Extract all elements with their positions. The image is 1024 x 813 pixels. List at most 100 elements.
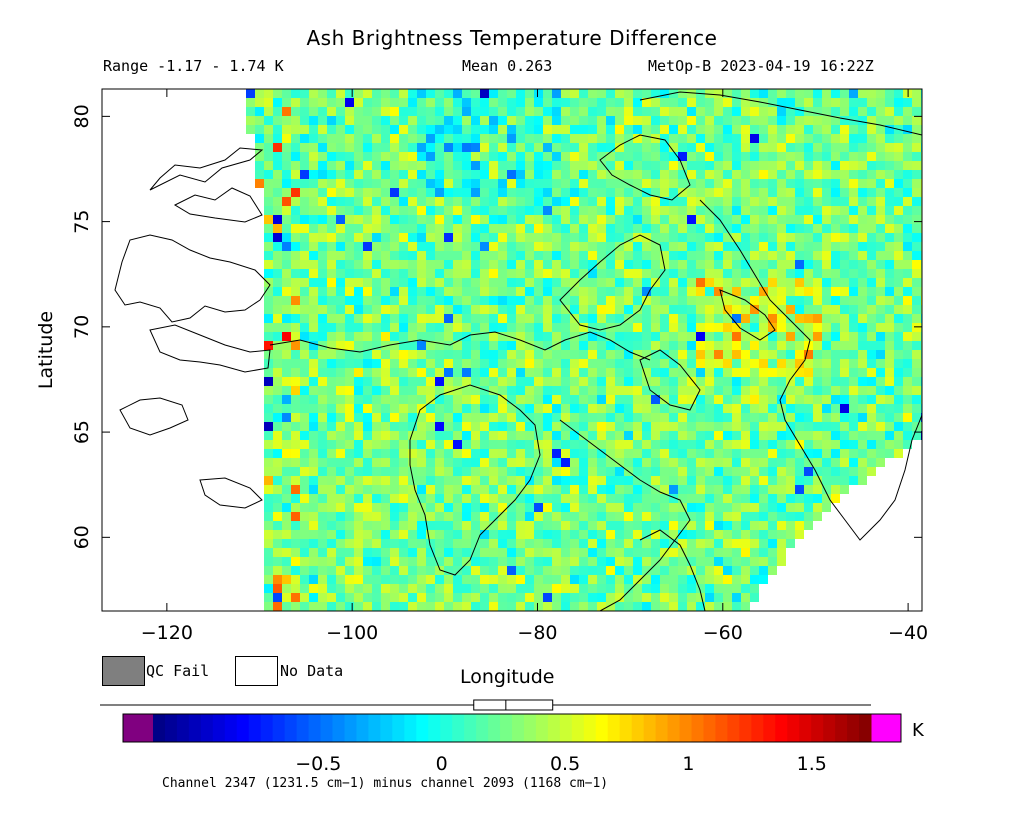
swath-cell xyxy=(876,386,885,395)
swath-cell xyxy=(507,359,516,368)
swath-cell xyxy=(345,197,354,206)
swath-cell xyxy=(408,377,417,386)
swath-cell xyxy=(633,206,642,215)
swath-cell xyxy=(498,593,507,602)
swath-cell xyxy=(876,206,885,215)
swath-cell xyxy=(264,323,273,332)
swath-cell xyxy=(615,566,624,575)
swath-cell xyxy=(786,296,795,305)
swath-cell xyxy=(309,548,318,557)
swath-cell xyxy=(255,143,264,152)
swath-cell xyxy=(840,404,849,413)
swath-cell xyxy=(876,332,885,341)
swath-cell xyxy=(372,584,381,593)
swath-cell xyxy=(408,179,417,188)
swath-cell xyxy=(480,278,489,287)
swath-cell xyxy=(282,575,291,584)
swath-cell xyxy=(453,350,462,359)
swath-cell xyxy=(615,152,624,161)
swath-cell xyxy=(273,431,282,440)
swath-cell xyxy=(336,503,345,512)
swath-cell xyxy=(705,566,714,575)
swath-cell xyxy=(876,305,885,314)
swath-cell xyxy=(498,287,507,296)
swath-cell xyxy=(633,467,642,476)
swath-cell xyxy=(588,179,597,188)
swath-cell xyxy=(876,107,885,116)
swath-cell xyxy=(588,233,597,242)
swath-cell xyxy=(750,422,759,431)
swath-cell xyxy=(588,575,597,584)
swath-cell xyxy=(714,332,723,341)
swath-cell xyxy=(453,557,462,566)
swath-cell xyxy=(867,323,876,332)
swath-cell xyxy=(273,332,282,341)
swath-cell xyxy=(516,215,525,224)
swath-cell xyxy=(435,341,444,350)
swath-cell xyxy=(354,152,363,161)
swath-cell xyxy=(291,485,300,494)
swath-cell xyxy=(309,260,318,269)
swath-cell xyxy=(705,296,714,305)
swath-cell xyxy=(534,413,543,422)
swath-cell xyxy=(516,368,525,377)
swath-cell xyxy=(309,494,318,503)
swath-cell xyxy=(651,422,660,431)
swath-cell xyxy=(867,350,876,359)
swath-cell xyxy=(291,269,300,278)
swath-cell xyxy=(507,188,516,197)
swath-cell xyxy=(534,449,543,458)
swath-cell xyxy=(282,503,291,512)
swath-cell xyxy=(498,602,507,611)
swath-cell xyxy=(723,332,732,341)
swath-cell xyxy=(363,188,372,197)
swath-cell xyxy=(777,296,786,305)
swath-cell xyxy=(669,377,678,386)
swath-cell xyxy=(696,539,705,548)
swath-cell xyxy=(390,206,399,215)
swath-cell xyxy=(597,386,606,395)
swath-cell xyxy=(894,449,903,458)
swath-cell xyxy=(426,539,435,548)
swath-cell xyxy=(336,602,345,611)
swath-cell xyxy=(390,413,399,422)
swath-cell xyxy=(759,476,768,485)
swath-cell xyxy=(372,206,381,215)
swath-cell xyxy=(669,557,678,566)
swath-cell xyxy=(561,332,570,341)
swath-cell xyxy=(444,548,453,557)
swath-cell xyxy=(579,386,588,395)
swath-cell xyxy=(912,341,921,350)
swath-cell xyxy=(840,422,849,431)
swath-cell xyxy=(615,107,624,116)
swath-cell xyxy=(471,305,480,314)
swath-cell xyxy=(399,341,408,350)
swath-cell xyxy=(336,89,345,98)
swath-cell xyxy=(705,575,714,584)
swath-cell xyxy=(444,251,453,260)
swath-cell xyxy=(759,530,768,539)
swath-cell xyxy=(354,269,363,278)
swath-cell xyxy=(669,152,678,161)
swath-cell xyxy=(768,161,777,170)
swath-cell xyxy=(489,116,498,125)
swath-cell xyxy=(822,422,831,431)
swath-cell xyxy=(777,350,786,359)
swath-cell xyxy=(273,341,282,350)
swath-cell xyxy=(282,287,291,296)
colorbar-segment xyxy=(248,714,262,742)
swath-cell xyxy=(444,422,453,431)
swath-cell xyxy=(903,440,912,449)
swath-cell xyxy=(633,539,642,548)
swath-cell xyxy=(372,107,381,116)
swath-cell xyxy=(462,503,471,512)
swath-cell xyxy=(876,197,885,206)
coastline xyxy=(639,349,701,411)
swath-cell xyxy=(480,98,489,107)
swath-cell xyxy=(867,107,876,116)
swath-cell xyxy=(345,215,354,224)
swath-cell xyxy=(678,431,687,440)
swath-cell xyxy=(831,485,840,494)
swath-cell xyxy=(273,584,282,593)
swath-cell xyxy=(561,359,570,368)
